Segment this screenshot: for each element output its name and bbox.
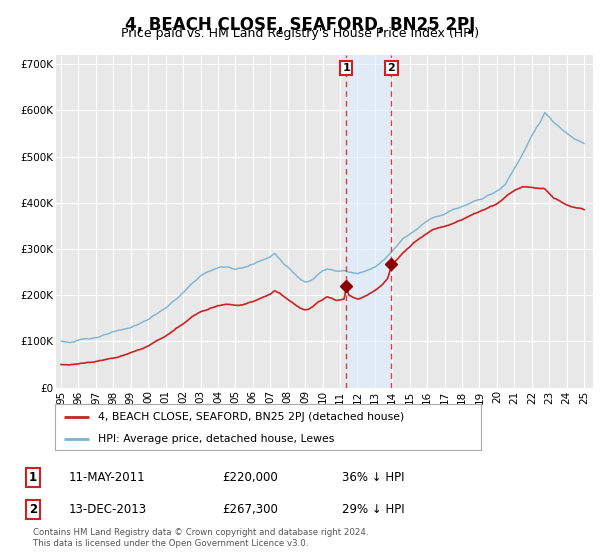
Text: 4, BEACH CLOSE, SEAFORD, BN25 2PJ (detached house): 4, BEACH CLOSE, SEAFORD, BN25 2PJ (detac… [98,412,404,422]
Text: Price paid vs. HM Land Registry's House Price Index (HPI): Price paid vs. HM Land Registry's House … [121,27,479,40]
Text: Contains HM Land Registry data © Crown copyright and database right 2024.
This d: Contains HM Land Registry data © Crown c… [33,528,368,548]
Text: £220,000: £220,000 [222,470,278,484]
Text: HPI: Average price, detached house, Lewes: HPI: Average price, detached house, Lewe… [98,434,334,444]
Text: 4, BEACH CLOSE, SEAFORD, BN25 2PJ: 4, BEACH CLOSE, SEAFORD, BN25 2PJ [125,16,475,34]
Text: 1: 1 [29,470,37,484]
Text: 36% ↓ HPI: 36% ↓ HPI [342,470,404,484]
Text: 29% ↓ HPI: 29% ↓ HPI [342,503,404,516]
Text: 2: 2 [29,503,37,516]
Text: 13-DEC-2013: 13-DEC-2013 [69,503,147,516]
Bar [346,55,391,388]
Text: 1: 1 [343,63,350,73]
Text: 11-MAY-2011: 11-MAY-2011 [69,470,146,484]
Text: 2: 2 [388,63,395,73]
Text: £267,300: £267,300 [222,503,278,516]
